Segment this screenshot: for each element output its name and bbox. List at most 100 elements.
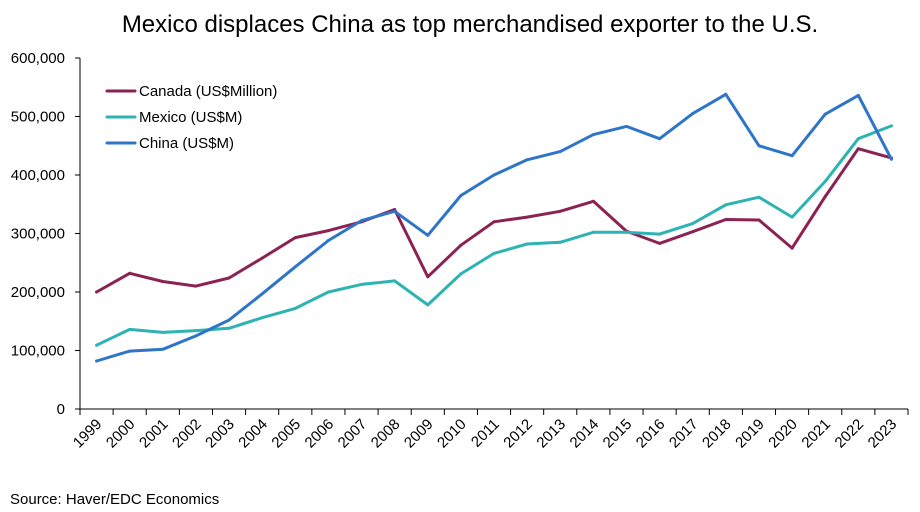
data-point <box>326 229 330 233</box>
data-point <box>128 349 132 353</box>
x-tick-label: 1999 <box>70 416 106 452</box>
x-tick-label: 2010 <box>434 416 470 452</box>
data-point <box>658 241 662 245</box>
data-point <box>326 239 330 242</box>
x-axis: 1999200020012002200320042005200620072008… <box>70 408 909 452</box>
data-point <box>260 256 264 260</box>
data-point <box>95 290 99 294</box>
x-tick-label: 2008 <box>368 416 404 452</box>
series-layer <box>95 92 893 363</box>
data-point <box>393 209 397 213</box>
data-point <box>823 179 827 183</box>
x-tick-label: 2014 <box>567 416 603 452</box>
x-tick-label: 2001 <box>136 416 172 452</box>
x-tick-label: 2013 <box>533 416 569 452</box>
data-point <box>625 124 628 128</box>
data-point <box>558 240 562 244</box>
data-point <box>194 284 198 288</box>
x-tick-label: 2000 <box>103 416 139 452</box>
data-point <box>691 222 695 226</box>
x-tick-label: 2019 <box>732 416 768 452</box>
x-tick-label: 2004 <box>235 416 271 452</box>
y-axis: 0 100,000 200,000 300,000 400,000 500,000 600,… <box>11 50 81 418</box>
data-point <box>128 327 132 331</box>
data-point <box>691 230 695 234</box>
data-point <box>889 157 893 161</box>
y-tick-label: 500,000 <box>11 109 65 126</box>
x-tick-label: 2022 <box>832 416 868 452</box>
data-point <box>757 195 761 199</box>
data-point <box>227 276 231 280</box>
data-point <box>591 230 595 234</box>
series-line-1 <box>95 124 893 347</box>
data-point <box>525 215 529 219</box>
data-point <box>724 218 728 221</box>
data-point <box>227 318 231 322</box>
data-point <box>492 220 496 224</box>
data-point <box>492 251 496 255</box>
data-point <box>790 154 794 158</box>
data-point <box>658 137 662 141</box>
x-tick-label: 2015 <box>600 416 636 452</box>
legend: Canada (US$Million) Mexico (US$M) China (U… <box>105 83 277 152</box>
x-tick-label: 2007 <box>335 416 371 452</box>
data-point <box>724 92 728 96</box>
data-point <box>591 199 595 203</box>
data-point <box>459 272 463 276</box>
legend-label: Mexico (US$M) <box>139 109 242 126</box>
data-point <box>95 343 99 347</box>
data-point <box>426 303 430 307</box>
data-point <box>393 279 397 283</box>
data-point <box>856 137 860 141</box>
y-tick-label: 0 <box>57 401 65 418</box>
data-point <box>492 173 496 177</box>
data-point <box>161 330 165 334</box>
y-tick-label: 300,000 <box>11 226 65 243</box>
data-point <box>194 329 198 333</box>
x-tick-label: 2020 <box>765 416 801 452</box>
data-point <box>293 265 297 269</box>
data-point <box>161 280 165 283</box>
data-point <box>260 316 264 320</box>
data-point <box>757 144 761 148</box>
x-tick-label: 2021 <box>798 416 834 452</box>
data-point <box>525 158 529 162</box>
data-point <box>128 271 132 275</box>
data-point <box>823 195 827 199</box>
y-tick-label: 600,000 <box>11 50 65 67</box>
x-tick-label: 2016 <box>633 416 669 452</box>
y-tick-label: 400,000 <box>11 167 65 184</box>
x-tick-label: 2017 <box>666 416 702 452</box>
data-point <box>227 326 231 330</box>
data-point <box>823 112 827 116</box>
data-point <box>757 218 761 222</box>
data-point <box>625 230 628 234</box>
data-point <box>161 347 165 351</box>
data-point <box>360 219 363 223</box>
data-point <box>293 306 297 310</box>
data-point <box>691 112 695 116</box>
x-tick-label: 2003 <box>202 416 238 452</box>
data-point <box>426 275 430 279</box>
legend-label: China (US$M) <box>139 135 234 152</box>
x-tick-label: 2002 <box>169 416 205 452</box>
data-point <box>293 236 297 240</box>
data-point <box>558 209 562 213</box>
data-point <box>790 246 794 250</box>
x-tick-label: 2011 <box>468 416 503 451</box>
data-point <box>856 93 860 97</box>
x-tick-label: 2018 <box>699 416 735 452</box>
data-point <box>95 359 99 363</box>
y-tick-label: 200,000 <box>11 284 65 301</box>
data-point <box>459 194 463 197</box>
source-note: Source: Haver/EDC Economics <box>10 491 219 508</box>
data-point <box>194 334 198 338</box>
data-point <box>889 124 893 128</box>
x-tick-label: 2006 <box>302 416 338 452</box>
chart-title: Mexico displaces China as top merchandis… <box>122 11 818 38</box>
x-tick-label: 2023 <box>865 416 901 452</box>
data-point <box>724 203 728 207</box>
data-point <box>856 147 860 151</box>
